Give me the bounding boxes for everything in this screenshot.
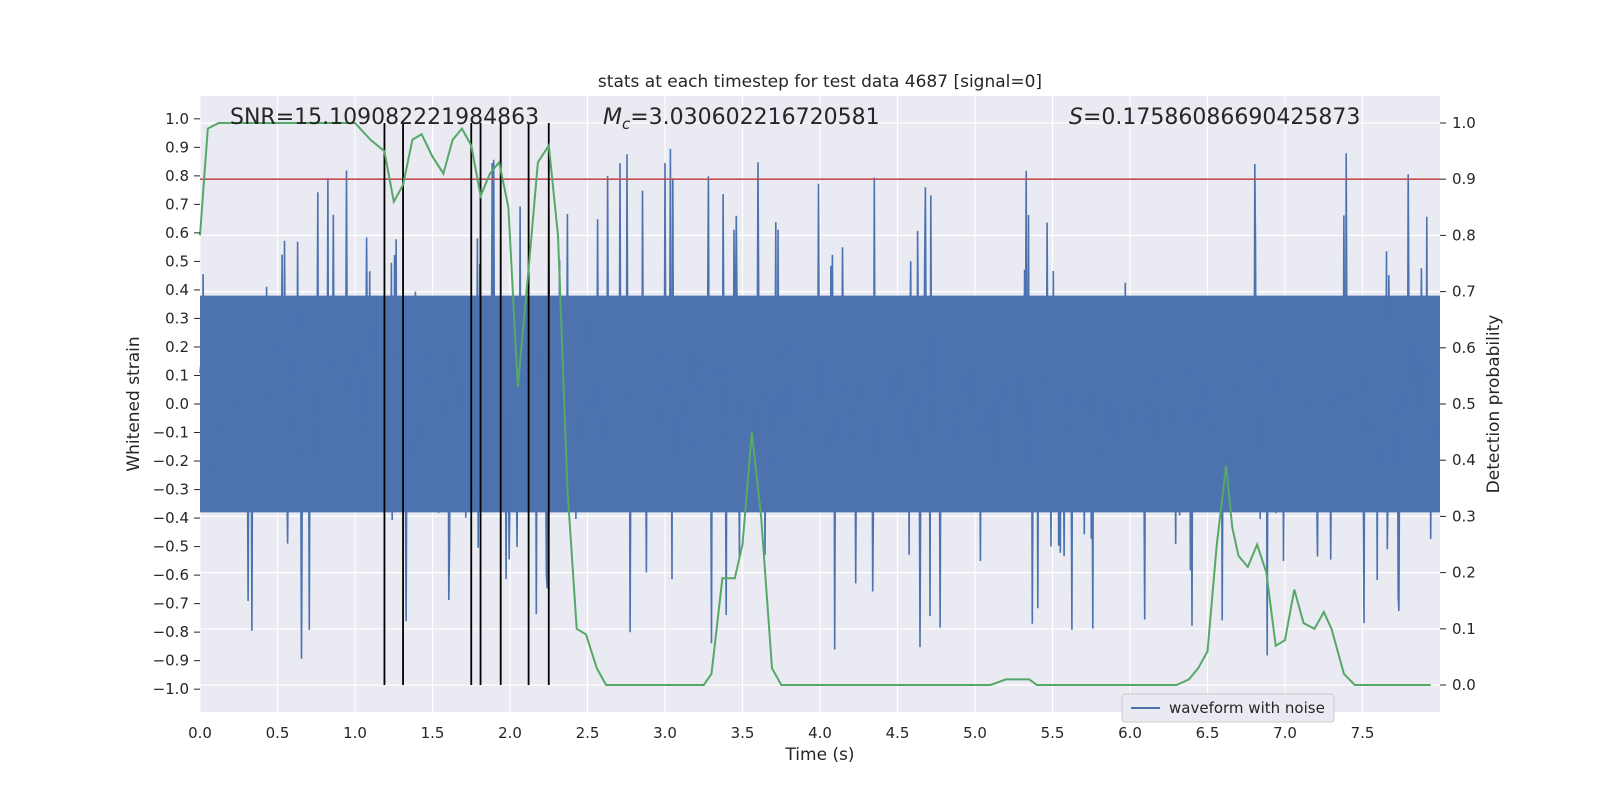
y-left-tick-label: −0.9 <box>153 652 189 670</box>
legend: waveform with noise <box>1121 693 1335 723</box>
x-tick-label: 2.0 <box>498 724 522 742</box>
mc-subscript: c <box>622 115 631 133</box>
y-left-tick-label: −0.6 <box>153 566 189 584</box>
x-tick-label: 3.5 <box>731 724 755 742</box>
legend-box <box>1121 693 1335 723</box>
detection-lines <box>383 122 550 686</box>
y-left-tick-label: 0.8 <box>165 167 189 185</box>
y-left-tick-label: 1.0 <box>165 110 189 128</box>
mc-annotation: Mc=3.030602216720581 <box>603 105 880 133</box>
y-right-tick-label: 0.0 <box>1452 676 1476 694</box>
mc-symbol: M <box>603 105 622 130</box>
x-tick-label: 2.5 <box>576 724 600 742</box>
legend-label: waveform with noise <box>1169 699 1325 717</box>
chart-title: stats at each timestep for test data 468… <box>598 72 1042 92</box>
x-tick-label: 6.5 <box>1196 724 1220 742</box>
y-right-tick-label: 0.6 <box>1452 339 1476 357</box>
y-left-tick-label: 0.7 <box>165 195 189 213</box>
mc-value: =3.030602216720581 <box>630 105 879 130</box>
snr-annotation: SNR=15.109082221984863 <box>230 105 539 130</box>
y-left-tick-label: 0.6 <box>165 224 189 242</box>
y-left-tick-label: −0.4 <box>153 509 189 527</box>
waveform-series <box>199 148 1440 659</box>
y-right-tick-label: 0.1 <box>1452 620 1476 638</box>
s-value: =0.17586086690425873 <box>1083 105 1360 130</box>
x-tick-label: 4.5 <box>886 724 910 742</box>
x-tick-label: 0.0 <box>188 724 212 742</box>
s-symbol: S <box>1069 105 1083 130</box>
x-tick-label: 1.0 <box>343 724 367 742</box>
x-tick-label: 4.0 <box>808 724 832 742</box>
y-left-tick-label: −0.1 <box>153 424 189 442</box>
y-left-tick-label: 0.2 <box>165 338 189 356</box>
y-left-tick-label: −0.2 <box>153 452 189 470</box>
x-axis-ticks: 0.0 0.5 1.0 1.5 2.0 2.5 3.0 3.5 4.0 4.5 5.0 5.5 6.0 6… <box>188 724 1374 742</box>
y-right-tick-label: 1.0 <box>1452 114 1476 132</box>
x-tick-label: 5.0 <box>963 724 987 742</box>
s-annotation: S=0.17586086690425873 <box>1069 105 1360 130</box>
x-tick-label: 7.5 <box>1351 724 1375 742</box>
x-tick-label: 3.0 <box>653 724 677 742</box>
probability-line <box>199 122 1431 686</box>
y-left-tick-label: −0.5 <box>153 538 189 556</box>
y-right-axis-label: Detection probability <box>1484 315 1504 494</box>
x-tick-label: 0.5 <box>266 724 290 742</box>
y-right-tick-label: 0.2 <box>1452 564 1476 582</box>
x-axis-label: Time (s) <box>784 745 854 765</box>
y-left-tick-label: 0.5 <box>165 252 189 270</box>
waveform-line <box>199 148 1440 659</box>
y-left-tick-label: 0.9 <box>165 138 189 156</box>
x-tick-label: 1.5 <box>421 724 445 742</box>
y-left-tick-label: 0.0 <box>165 395 189 413</box>
y-right-tick-label: 0.4 <box>1452 451 1476 469</box>
y-left-tick-label: −1.0 <box>153 680 189 698</box>
y-left-tick-label: −0.3 <box>153 481 189 499</box>
y-left-axis-label: Whitened strain <box>124 336 144 471</box>
x-tick-label: 7.0 <box>1273 724 1297 742</box>
x-tick-label: 5.5 <box>1041 724 1065 742</box>
y-left-axis-ticks: 1.0 0.9 0.8 0.7 0.6 0.5 0.4 0.3 0.2 0.1 0.0 −0.1 −0.… <box>153 110 200 698</box>
y-right-tick-label: 0.8 <box>1452 226 1476 244</box>
y-right-tick-label: 0.9 <box>1452 170 1476 188</box>
y-right-tick-label: 0.3 <box>1452 507 1476 525</box>
y-right-tick-label: 0.5 <box>1452 395 1476 413</box>
y-left-tick-label: 0.4 <box>165 281 189 299</box>
y-right-axis-ticks: 1.0 0.9 0.8 0.7 0.6 0.5 0.4 0.3 0.2 0.1 0.0 <box>1440 114 1476 694</box>
y-left-tick-label: 0.1 <box>165 366 189 384</box>
y-left-tick-label: −0.7 <box>153 595 189 613</box>
y-left-tick-label: 0.3 <box>165 309 189 327</box>
y-left-tick-label: −0.8 <box>153 623 189 641</box>
y-right-tick-label: 0.7 <box>1452 283 1476 301</box>
x-tick-label: 6.0 <box>1118 724 1142 742</box>
probability-series <box>199 122 1431 686</box>
